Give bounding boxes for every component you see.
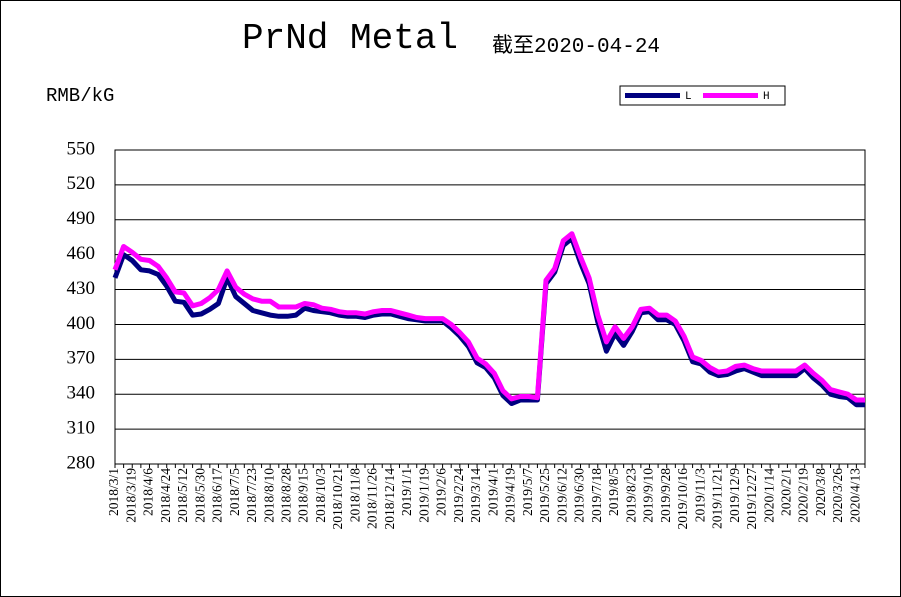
x-tick-label: 2019/5/7 [520, 468, 535, 516]
legend-label: H [763, 91, 770, 103]
y-tick-label: 490 [67, 208, 96, 229]
x-tick-label: 2018/5/30 [192, 468, 207, 523]
x-tick-label: 2018/4/24 [158, 468, 173, 523]
x-tick-label: 2019/5/25 [537, 468, 552, 523]
x-tick-label: 2020/2/1 [779, 468, 794, 516]
legend [619, 85, 786, 106]
x-tick-label: 2018/11/26 [365, 468, 380, 529]
y-tick-label: 310 [67, 417, 96, 438]
x-tick-label: 2020/3/8 [813, 468, 828, 516]
y-tick-label: 460 [67, 243, 96, 264]
y-tick-label: 280 [67, 452, 96, 473]
x-tick-label: 2019/11/3 [692, 468, 707, 523]
y-tick-label: 340 [67, 383, 96, 404]
y-tick-label: 400 [67, 313, 96, 334]
x-tick-label: 2019/9/28 [658, 468, 673, 523]
x-tick-label: 2019/8/5 [606, 468, 621, 516]
x-tick-label: 2019/1/19 [416, 468, 431, 523]
y-tick-label: 550 [67, 138, 96, 159]
x-tick-label: 2019/9/10 [641, 468, 656, 523]
y-tick-label: 520 [67, 173, 96, 194]
x-tick-label: 2019/4/19 [503, 468, 518, 523]
x-tick-label: 2018/7/5 [227, 468, 242, 516]
x-tick-label: 2020/3/26 [830, 468, 845, 523]
x-tick-label: 2018/6/17 [210, 468, 225, 523]
x-tick-label: 2018/11/8 [347, 468, 362, 523]
x-tick-label: 2020/2/19 [796, 468, 811, 523]
x-tick-label: 2018/10/21 [330, 468, 345, 530]
x-tick-label: 2019/6/12 [554, 468, 569, 523]
x-tick-label: 2018/8/10 [261, 468, 276, 523]
x-tick-label: 2018/3/19 [123, 468, 138, 523]
x-tick-label: 2019/6/30 [572, 468, 587, 523]
x-tick-label: 2019/11/21 [710, 468, 725, 529]
x-tick-label: 2018/7/23 [244, 468, 259, 523]
x-tick-label: 2020/4/13 [847, 468, 862, 523]
x-tick-label: 2019/12/9 [727, 468, 742, 523]
chart-title: PrNd Metal [242, 18, 458, 59]
x-tick-label: 2018/8/28 [279, 468, 294, 523]
x-tick-label: 2019/8/23 [623, 468, 638, 523]
y-axis-label: RMB/kG [46, 85, 114, 107]
x-tick-label: 2019/2/24 [451, 468, 466, 523]
line-series [112, 235, 865, 408]
plot-area [114, 149, 866, 465]
legend-label: L [685, 91, 692, 103]
x-tick-label: 2019/3/14 [468, 468, 483, 523]
x-tick-label: 2019/4/1 [485, 468, 500, 516]
line-series [112, 231, 865, 403]
x-tick-label: 2019/10/16 [675, 468, 690, 530]
y-tick-label: 370 [67, 348, 96, 369]
x-tick-label: 2018/12/14 [382, 468, 397, 530]
x-tick-label: 2018/5/12 [175, 468, 190, 523]
x-tick-label: 2018/10/3 [313, 468, 328, 523]
x-tick-label: 2018/9/15 [296, 468, 311, 523]
x-tick-label: 2018/4/6 [141, 468, 156, 516]
x-tick-label: 2019/2/6 [434, 468, 449, 516]
x-tick-label: 2020/1/14 [761, 468, 776, 523]
x-tick-label: 2019/1/1 [399, 468, 414, 516]
x-tick-label: 2018/3/1 [106, 468, 121, 516]
x-tick-label: 2019/12/27 [744, 468, 759, 530]
chart-subtitle: 截至2020-04-24 [492, 34, 660, 59]
x-tick-label: 2019/7/18 [589, 468, 604, 523]
y-tick-label: 430 [67, 278, 96, 299]
